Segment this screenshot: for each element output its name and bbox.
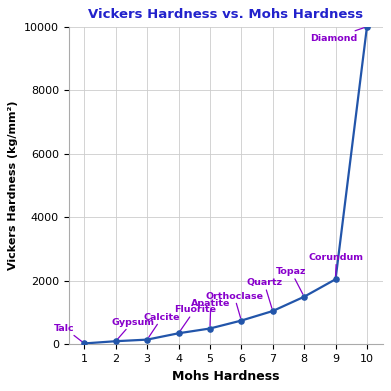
Text: Gypsum: Gypsum <box>111 317 154 339</box>
Text: Talc: Talc <box>54 324 82 342</box>
Point <box>364 23 370 30</box>
Point <box>81 340 88 346</box>
Point <box>238 317 244 324</box>
Text: Calcite: Calcite <box>144 312 181 337</box>
Point <box>270 308 276 314</box>
Text: Corundum: Corundum <box>309 253 364 276</box>
Point <box>144 337 150 343</box>
Text: Fluorite: Fluorite <box>174 305 216 331</box>
Text: Topaz: Topaz <box>276 267 307 294</box>
Point <box>332 276 339 282</box>
Text: Apatite: Apatite <box>191 299 230 326</box>
Point <box>176 330 182 336</box>
Y-axis label: Vickers Hardness (kg/mm²): Vickers Hardness (kg/mm²) <box>8 101 18 270</box>
Point <box>207 325 213 332</box>
Title: Vickers Hardness vs. Mohs Hardness: Vickers Hardness vs. Mohs Hardness <box>88 8 363 22</box>
Text: Orthoclase: Orthoclase <box>205 292 263 318</box>
X-axis label: Mohs Hardness: Mohs Hardness <box>172 369 280 383</box>
Point <box>301 294 307 300</box>
Point <box>113 338 119 344</box>
Text: Diamond: Diamond <box>310 28 364 43</box>
Text: Quartz: Quartz <box>246 278 282 308</box>
